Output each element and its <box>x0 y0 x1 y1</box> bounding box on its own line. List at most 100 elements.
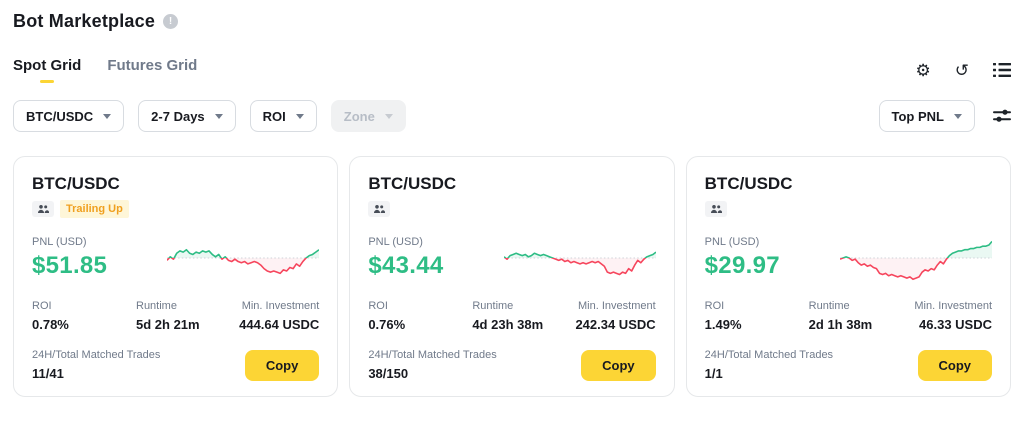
info-icon[interactable]: ! <box>163 14 179 29</box>
roi-stat: ROI 1.49% <box>705 300 809 332</box>
runtime-label: Runtime <box>472 300 514 312</box>
zone-filter-dropdown: Zone <box>330 100 406 132</box>
pair-filter-value: BTC/USDC <box>26 108 94 124</box>
trades-label: 24H/Total Matched Trades <box>704 349 834 361</box>
days-filter-dropdown[interactable]: 2-7 Days <box>138 100 236 132</box>
pair-title: BTC/USDC <box>32 174 120 193</box>
trades-stat: 24H/Total Matched Trades 1/1 <box>705 349 833 381</box>
min-investment-stat: Min. Investment 46.33 USDC <box>914 300 992 332</box>
copiers-icon <box>32 201 54 217</box>
roi-filter-dropdown[interactable]: ROI <box>249 100 317 132</box>
copiers-icon <box>368 201 391 217</box>
min-investment-stat: Min. Investment 242.34 USDC <box>575 300 655 332</box>
pair-title: BTC/USDC <box>368 174 457 193</box>
tab-bar: Spot Grid Futures Grid <box>13 57 197 83</box>
pnl-sparkline <box>503 232 656 284</box>
min-investment-label: Min. Investment <box>578 300 656 312</box>
runtime-value: 5d 2h 21m <box>136 317 200 332</box>
chevron-down-icon <box>103 113 112 119</box>
days-filter-value: 2-7 Days <box>151 108 205 124</box>
pnl-row: PNL (USD) $51.85 <box>32 232 320 284</box>
bot-card[interactable]: BTC/USDC PNL (USD) $43.44 <box>349 156 675 397</box>
pnl-label: PNL (USD) <box>368 236 423 248</box>
zone-filter-value: Zone <box>343 108 375 124</box>
trades-value: 38/150 <box>368 366 409 381</box>
settings-icon[interactable]: ⚙ <box>915 60 931 80</box>
pair-filter-dropdown[interactable]: BTC/USDC <box>13 100 125 132</box>
min-investment-value: 444.64 USDC <box>239 317 320 332</box>
trades-row: 24H/Total Matched Trades 38/150 Copy <box>368 349 656 381</box>
roi-label: ROI <box>368 300 388 312</box>
pnl-block: PNL (USD) $29.97 <box>705 236 780 280</box>
tag-row <box>704 200 992 218</box>
pnl-block: PNL (USD) $43.44 <box>368 236 443 280</box>
runtime-value: 4d 23h 38m <box>472 317 544 332</box>
min-investment-value: 46.33 USDC <box>919 317 992 332</box>
pnl-value: $29.97 <box>704 252 780 279</box>
sliders-filter-icon[interactable] <box>993 108 1011 124</box>
pnl-block: PNL (USD) $51.85 <box>32 236 107 280</box>
pnl-row: PNL (USD) $43.44 <box>368 232 656 284</box>
runtime-stat: Runtime 4d 23h 38m <box>472 300 575 332</box>
roi-value: 1.49% <box>704 317 742 332</box>
trades-stat: 24H/Total Matched Trades 11/41 <box>32 349 160 381</box>
stats-row: ROI 1.49% Runtime 2d 1h 38m Min. Investm… <box>705 300 992 332</box>
stats-row: ROI 0.78% Runtime 5d 2h 21m Min. Investm… <box>32 300 319 332</box>
pnl-sparkline <box>167 232 320 284</box>
runtime-label: Runtime <box>136 300 177 312</box>
trades-stat: 24H/Total Matched Trades 38/150 <box>368 349 496 381</box>
roi-stat: ROI 0.78% <box>32 300 136 332</box>
list-view-icon[interactable] <box>993 62 1011 78</box>
copy-button[interactable]: Copy <box>917 349 992 381</box>
trades-row: 24H/Total Matched Trades 1/1 Copy <box>705 349 992 381</box>
runtime-value: 2d 1h 38m <box>808 317 873 332</box>
pnl-value: $43.44 <box>368 252 444 279</box>
roi-value: 0.78% <box>32 317 69 332</box>
trades-row: 24H/Total Matched Trades 11/41 Copy <box>32 349 320 381</box>
pnl-value: $51.85 <box>32 252 108 279</box>
refresh-icon[interactable]: ↺ <box>954 60 969 80</box>
tab-spot-grid[interactable]: Spot Grid <box>13 57 81 83</box>
strategy-badge: Trailing Up <box>60 200 129 218</box>
roi-value: 0.76% <box>368 317 406 332</box>
pnl-label: PNL (USD) <box>32 236 87 248</box>
bot-card[interactable]: BTC/USDC PNL (USD) $29.97 <box>685 156 1011 397</box>
min-investment-label: Min. Investment <box>914 300 992 312</box>
copiers-icon <box>704 201 727 217</box>
runtime-stat: Runtime 2d 1h 38m <box>809 300 915 332</box>
pnl-label: PNL (USD) <box>704 236 760 248</box>
sort-dropdown[interactable]: Top PNL <box>878 100 975 132</box>
chevron-down-icon <box>384 113 393 119</box>
filter-row: BTC/USDC 2-7 Days ROI Zone Top PNL <box>13 100 1011 132</box>
roi-stat: ROI 0.76% <box>368 300 472 332</box>
pair-title: BTC/USDC <box>704 174 793 193</box>
chevron-down-icon <box>214 113 223 119</box>
trades-label: 24H/Total Matched Trades <box>368 349 497 361</box>
tab-futures-grid[interactable]: Futures Grid <box>107 57 198 74</box>
pnl-sparkline <box>840 232 992 284</box>
copy-button[interactable]: Copy <box>244 349 320 381</box>
page-title: Bot Marketplace <box>13 11 156 31</box>
roi-label: ROI <box>704 300 725 312</box>
page-header: Bot Marketplace ! <box>13 0 1011 32</box>
chevron-down-icon <box>954 113 962 119</box>
stats-row: ROI 0.76% Runtime 4d 23h 38m Min. Invest… <box>368 300 655 332</box>
bot-card[interactable]: BTC/USDC Trailing Up PNL (USD) $51.85 <box>13 156 339 397</box>
roi-filter-value: ROI <box>262 108 286 124</box>
tag-row: Trailing Up <box>32 200 319 218</box>
trades-value: 11/41 <box>32 366 64 381</box>
roi-label: ROI <box>32 300 52 312</box>
min-investment-label: Min. Investment <box>241 300 320 312</box>
toolbar-icons: ⚙ ↺ <box>915 60 1011 80</box>
trades-value: 1/1 <box>704 366 723 381</box>
tabs-row: Spot Grid Futures Grid ⚙ ↺ <box>13 57 1011 83</box>
bot-card-grid: BTC/USDC Trailing Up PNL (USD) $51.85 <box>13 156 1011 397</box>
tag-row <box>368 200 655 218</box>
min-investment-stat: Min. Investment 444.64 USDC <box>239 300 319 332</box>
trades-label: 24H/Total Matched Trades <box>32 349 161 361</box>
sort-value: Top PNL <box>891 108 944 124</box>
copy-button[interactable]: Copy <box>581 349 656 381</box>
chevron-down-icon <box>295 113 304 119</box>
pnl-row: PNL (USD) $29.97 <box>705 232 992 284</box>
